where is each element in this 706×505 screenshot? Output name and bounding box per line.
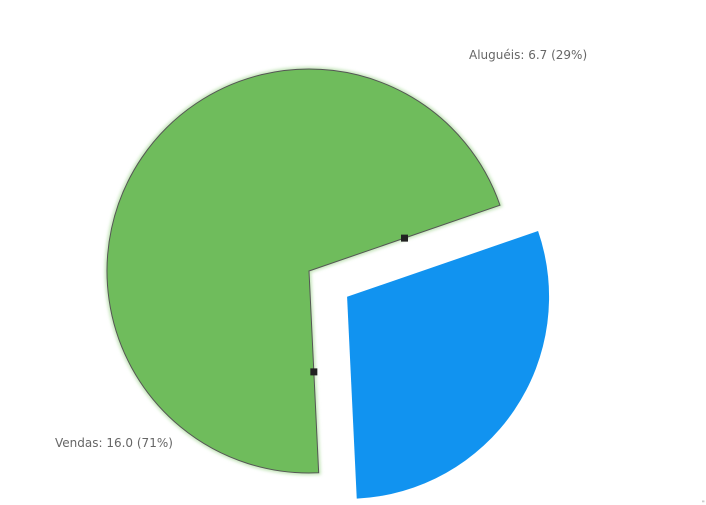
pie-slice-vendas[interactable] [106,68,501,474]
selection-handle-1[interactable] [310,368,318,376]
selection-handle-2[interactable] [400,234,408,242]
corner-mark: " [702,500,705,505]
pie-slice-alugueis[interactable] [347,231,550,499]
slice-label-1: Aluguéis: 6.7 (29%) [469,48,587,62]
slice-label-2: Vendas: 16.0 (71%) [55,436,173,450]
